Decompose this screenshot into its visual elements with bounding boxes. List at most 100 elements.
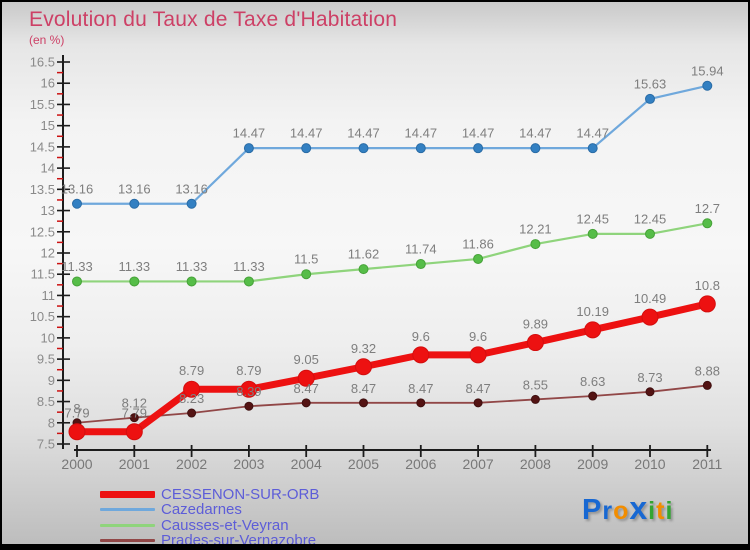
value-label: 14.47 — [347, 126, 380, 141]
data-point — [702, 80, 713, 91]
value-label: 15.63 — [634, 76, 667, 91]
data-point — [698, 295, 716, 313]
y-tick-label: 14.5 — [30, 139, 55, 154]
legend-label: Prades-sur-Vernazobre — [161, 532, 317, 550]
y-tick-label: 12 — [41, 246, 55, 261]
data-point — [530, 239, 541, 250]
value-label: 14.47 — [576, 126, 609, 141]
logo-letter: t — [656, 497, 666, 525]
data-point — [473, 253, 484, 264]
data-point — [473, 143, 484, 154]
x-tick-label: 2006 — [405, 456, 436, 472]
data-point — [359, 398, 368, 408]
legend-swatch — [100, 508, 155, 512]
legend-swatch — [100, 491, 155, 499]
data-point — [415, 143, 426, 154]
data-point — [526, 334, 544, 352]
data-point — [641, 308, 659, 326]
value-label: 8.63 — [580, 374, 605, 389]
series-line-3 — [76, 384, 709, 424]
legend-item: Causses-et-Veyran — [100, 518, 319, 533]
data-point — [358, 143, 369, 154]
value-label: 14.47 — [462, 126, 495, 141]
logo-letter: r — [602, 497, 614, 525]
logo-letter: x — [629, 490, 649, 526]
data-point — [240, 380, 258, 398]
x-tick-label: 2008 — [520, 456, 551, 472]
value-label: 14.47 — [405, 126, 438, 141]
value-label: 13.16 — [118, 181, 151, 196]
value-label: 10.19 — [576, 304, 609, 319]
data-point — [584, 321, 602, 339]
value-label: 8.39 — [236, 384, 261, 399]
value-label: 8.47 — [408, 381, 433, 396]
value-label: 8.79 — [179, 363, 204, 378]
data-point — [301, 269, 312, 280]
series-line-2 — [75, 222, 709, 283]
y-tick-label: 8 — [48, 415, 55, 430]
y-tick-label: 10 — [41, 330, 55, 345]
data-point — [530, 143, 541, 154]
y-tick-label: 14 — [41, 161, 55, 176]
value-label: 11.33 — [176, 259, 208, 274]
logo-letter: P — [582, 494, 603, 526]
y-tick-label: 9.5 — [37, 352, 55, 367]
value-label: 8.47 — [465, 381, 490, 396]
value-label: 8.47 — [351, 381, 376, 396]
data-point — [416, 398, 426, 408]
value-label: 13.16 — [175, 181, 208, 196]
x-tick-label: 2005 — [348, 456, 379, 472]
legend-label: CESSENON-SUR-ORB — [161, 486, 320, 504]
y-tick-label: 16.5 — [30, 55, 55, 70]
series-line-0 — [73, 300, 711, 436]
data-point — [645, 387, 655, 397]
value-label: 10.49 — [634, 291, 667, 306]
data-point — [68, 423, 86, 441]
value-label: 14.47 — [519, 126, 552, 141]
legend-swatch — [100, 523, 155, 527]
value-label: 11.33 — [61, 259, 93, 274]
value-label: 9.6 — [412, 329, 430, 344]
value-label: 8.23 — [179, 391, 204, 406]
data-point — [183, 380, 201, 398]
data-point — [301, 398, 311, 408]
y-tick-label: 7.5 — [37, 437, 55, 452]
value-label: 11.5 — [294, 252, 318, 267]
y-tick-label: 15.5 — [30, 97, 55, 112]
data-point — [129, 276, 140, 287]
data-point — [645, 93, 655, 104]
x-tick-label: 2009 — [577, 456, 608, 472]
legend-label: Causses-et-Veyran — [161, 516, 289, 534]
proxiti-logo: Proxiti — [582, 490, 673, 527]
value-label: 15.94 — [691, 63, 724, 78]
data-point — [530, 394, 540, 404]
data-point — [588, 391, 598, 401]
value-label: 14.47 — [233, 126, 266, 141]
legend-label: Cazedarnes — [161, 501, 242, 519]
value-label: 8.12 — [122, 396, 147, 411]
x-tick-label: 2003 — [233, 456, 264, 472]
value-label: 8 — [73, 401, 80, 416]
value-label: 12.45 — [634, 211, 667, 226]
value-label: 11.33 — [233, 259, 265, 274]
value-label: 9.05 — [294, 352, 319, 367]
data-point — [358, 264, 369, 275]
value-label: 11.62 — [348, 247, 380, 262]
value-label: 10.8 — [695, 278, 720, 293]
data-point — [469, 346, 487, 364]
chart-header: Evolution du Taux de Taxe d'Habitation (… — [29, 8, 397, 47]
value-label: 11.74 — [405, 242, 437, 257]
data-point — [415, 259, 426, 270]
legend-item: CESSENON-SUR-ORB — [100, 487, 319, 502]
value-label: 11.33 — [119, 259, 151, 274]
y-tick-label: 13 — [41, 203, 55, 218]
data-point — [244, 401, 254, 411]
value-label: 8.47 — [294, 381, 319, 396]
value-label: 14.47 — [290, 126, 323, 141]
y-tick-label: 10.5 — [30, 309, 55, 324]
value-label: 13.16 — [61, 181, 94, 196]
chart-legend: CESSENON-SUR-ORB Cazedarnes Causses-et-Vey… — [100, 487, 319, 550]
data-point — [412, 346, 430, 364]
value-label: 8.73 — [637, 370, 662, 385]
